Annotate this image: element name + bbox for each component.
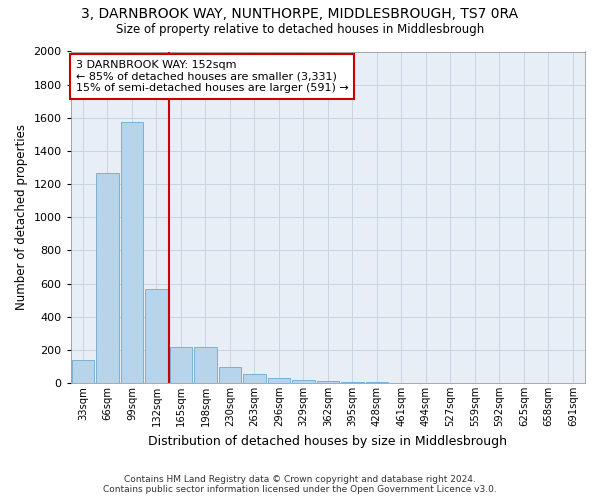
Bar [96, 172, 119, 383]
Bar [341, 382, 364, 383]
Bar [268, 378, 290, 383]
Text: Size of property relative to detached houses in Middlesbrough: Size of property relative to detached ho… [116, 22, 484, 36]
Bar [145, 288, 167, 383]
Bar [71, 360, 94, 383]
Bar [121, 122, 143, 383]
Text: 3 DARNBROOK WAY: 152sqm
← 85% of detached houses are smaller (3,331)
15% of semi: 3 DARNBROOK WAY: 152sqm ← 85% of detache… [76, 60, 349, 93]
Text: Contains HM Land Registry data © Crown copyright and database right 2024.
Contai: Contains HM Land Registry data © Crown c… [103, 474, 497, 494]
Bar [292, 380, 314, 383]
Bar [365, 382, 388, 383]
Bar [194, 348, 217, 383]
X-axis label: Distribution of detached houses by size in Middlesbrough: Distribution of detached houses by size … [148, 434, 508, 448]
Bar [170, 348, 192, 383]
Bar [218, 368, 241, 383]
Text: 3, DARNBROOK WAY, NUNTHORPE, MIDDLESBROUGH, TS7 0RA: 3, DARNBROOK WAY, NUNTHORPE, MIDDLESBROU… [82, 8, 518, 22]
Y-axis label: Number of detached properties: Number of detached properties [15, 124, 28, 310]
Bar [243, 374, 266, 383]
Bar [317, 382, 339, 383]
